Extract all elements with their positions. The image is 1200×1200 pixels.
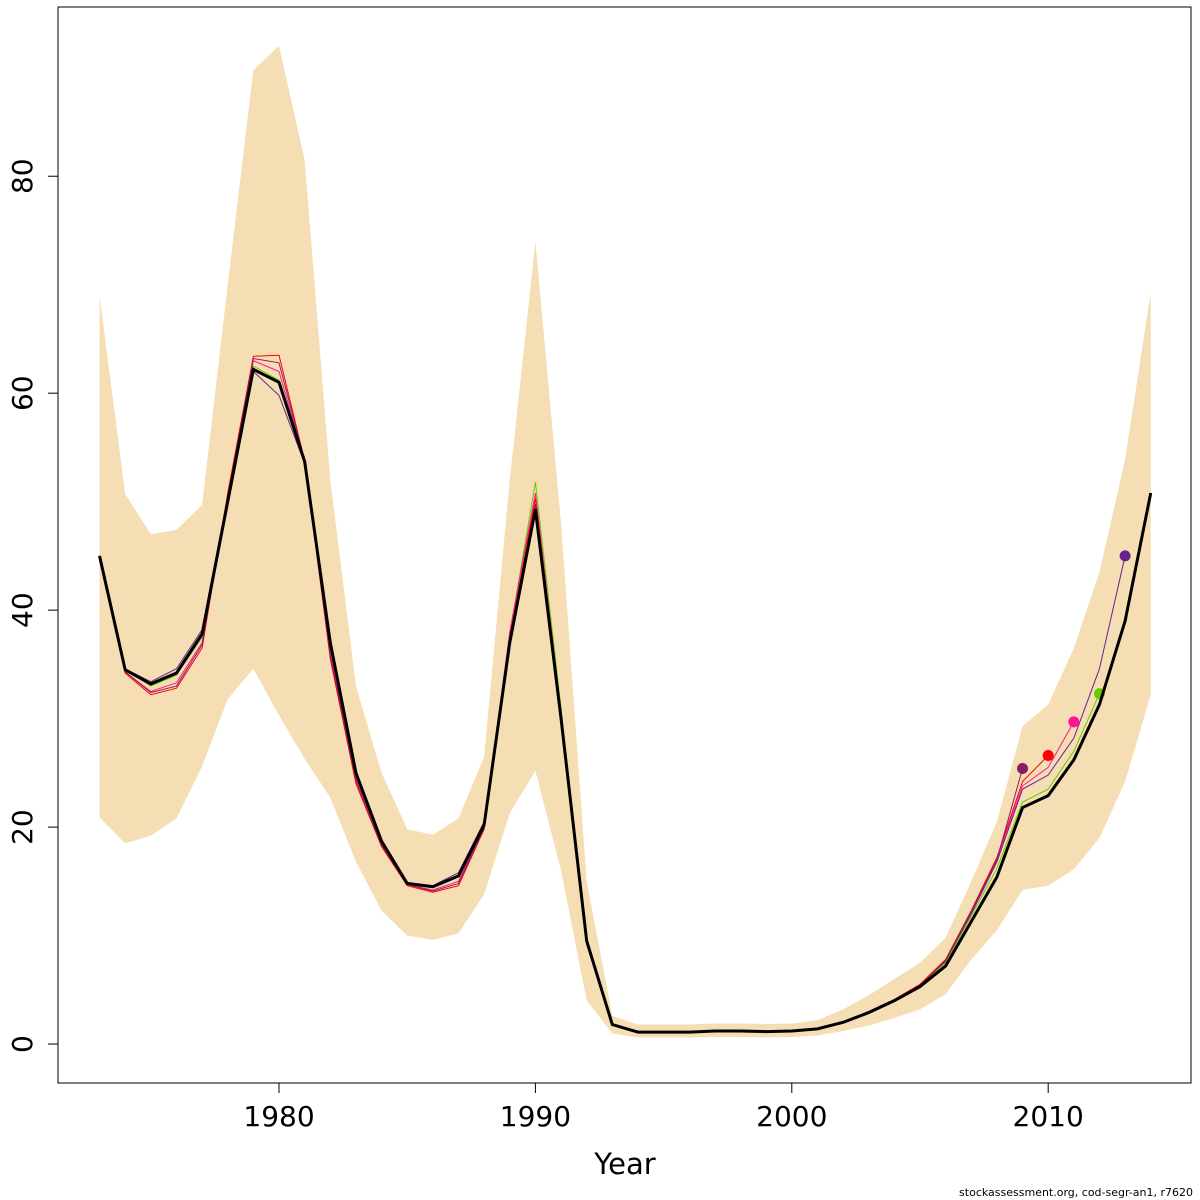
retro-end-point (1068, 716, 1080, 728)
x-tick-label: 2000 (756, 1100, 827, 1133)
y-tick-label: 60 (6, 375, 39, 411)
retro-end-point (1042, 750, 1054, 762)
y-tick-label: 40 (6, 592, 39, 628)
y-tick-label: 0 (6, 1035, 39, 1053)
x-axis-label: Year (593, 1147, 655, 1181)
main-line (98, 367, 1153, 1034)
retro-end-point (1017, 763, 1029, 775)
confidence-band (99, 46, 1151, 1038)
x-tick-label: 1990 (500, 1100, 571, 1133)
x-tick-label: 1980 (243, 1100, 314, 1133)
footer: stockassessment.org, cod-segr-an1, r7620 (959, 1186, 1193, 1199)
y-tick-label: 20 (6, 809, 39, 845)
retro-end-point (1119, 550, 1131, 562)
plot-frame (57, 6, 1192, 1084)
x-tick-label: 2010 (1013, 1100, 1084, 1133)
y-tick-label: 80 (6, 158, 39, 194)
